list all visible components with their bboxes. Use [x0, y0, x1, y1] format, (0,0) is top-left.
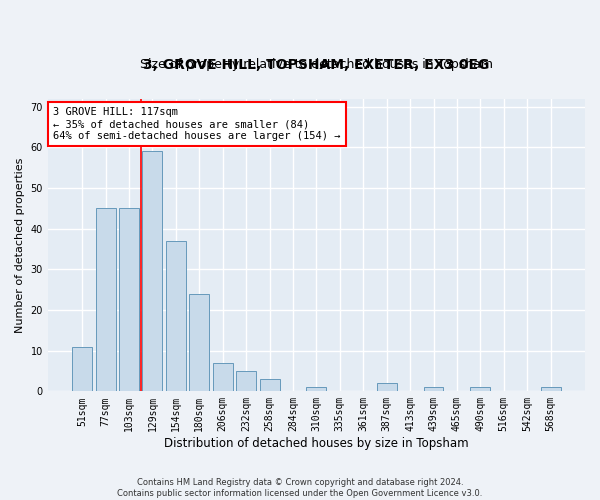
Bar — [424, 388, 443, 392]
Bar — [119, 208, 139, 392]
Text: 3, GROVE HILL, TOPSHAM, EXETER, EX3 0EG: 3, GROVE HILL, TOPSHAM, EXETER, EX3 0EG — [143, 58, 490, 72]
Title: Size of property relative to detached houses in Topsham: Size of property relative to detached ho… — [140, 58, 493, 71]
Bar — [260, 379, 280, 392]
Bar — [541, 388, 560, 392]
Text: 3 GROVE HILL: 117sqm
← 35% of detached houses are smaller (84)
64% of semi-detac: 3 GROVE HILL: 117sqm ← 35% of detached h… — [53, 108, 341, 140]
Bar — [142, 152, 163, 392]
Text: Contains HM Land Registry data © Crown copyright and database right 2024.
Contai: Contains HM Land Registry data © Crown c… — [118, 478, 482, 498]
Bar — [307, 388, 326, 392]
X-axis label: Distribution of detached houses by size in Topsham: Distribution of detached houses by size … — [164, 437, 469, 450]
Bar — [190, 294, 209, 392]
Bar — [213, 363, 233, 392]
Bar — [166, 241, 186, 392]
Bar — [72, 346, 92, 392]
Bar — [470, 388, 490, 392]
Bar — [377, 383, 397, 392]
Y-axis label: Number of detached properties: Number of detached properties — [15, 158, 25, 332]
Bar — [236, 371, 256, 392]
Bar — [95, 208, 116, 392]
